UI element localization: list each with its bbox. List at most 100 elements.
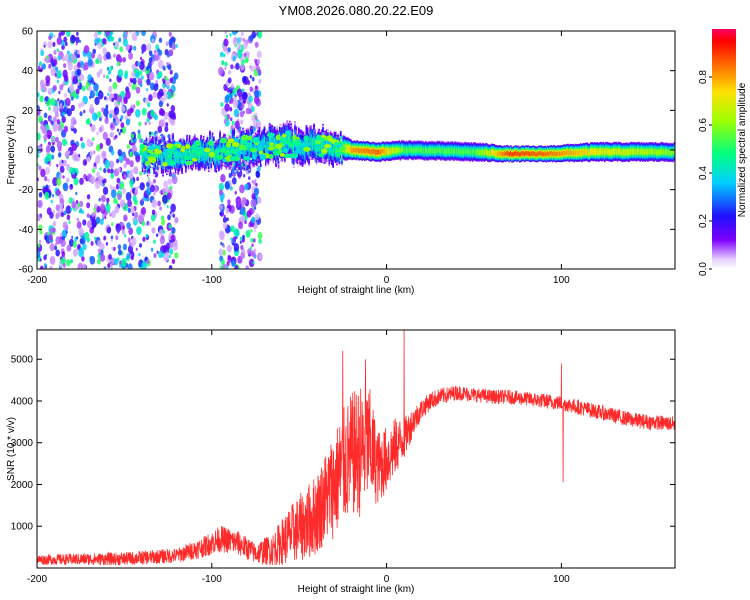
noise-cell (122, 56, 126, 63)
echo-cell (405, 147, 408, 153)
noise-cell (82, 219, 87, 226)
noise-cell (107, 263, 111, 269)
noise-cell (102, 179, 105, 184)
noise-cell (164, 76, 168, 81)
noise-cell (108, 253, 112, 260)
noise-cell (38, 239, 42, 244)
noise-cell (229, 93, 233, 99)
echo-cell (474, 149, 477, 154)
noise-cell (106, 66, 110, 71)
noise-cell (44, 158, 48, 165)
noise-cell (56, 36, 62, 46)
echo-cell (305, 138, 308, 148)
echo-cell (548, 152, 550, 157)
noise-cell (49, 227, 54, 234)
noise-cell (135, 100, 140, 107)
echo-cell (527, 151, 530, 156)
noise-cell (77, 82, 80, 86)
noise-cell (225, 207, 230, 214)
echo-cell (616, 149, 619, 155)
noise-cell (134, 68, 138, 74)
noise-cell (54, 111, 59, 118)
echo-cell (286, 134, 289, 144)
echo-cell (579, 150, 582, 155)
noise-cell (167, 214, 171, 221)
echo-cell (162, 156, 164, 165)
noise-cell (79, 111, 83, 117)
noise-cell (163, 180, 168, 188)
noise-cell (223, 214, 226, 218)
noise-cell (218, 182, 225, 192)
echo-cell (212, 146, 215, 155)
echo-cell (268, 137, 271, 147)
echo-cell (333, 142, 336, 151)
noise-cell (231, 260, 236, 267)
noise-cell (222, 45, 227, 52)
noise-cell (138, 121, 142, 127)
noise-cell (62, 221, 68, 230)
noise-cell (118, 37, 122, 43)
noise-cell (233, 65, 236, 70)
echo-cell (423, 148, 426, 154)
noise-cell (64, 92, 68, 98)
noise-cell (42, 186, 47, 194)
noise-cell (102, 74, 106, 79)
noise-cell (74, 48, 77, 53)
noise-cell (256, 196, 262, 204)
noise-cell (220, 259, 225, 266)
noise-cell (126, 108, 132, 117)
noise-cell (229, 106, 233, 112)
noise-cell (234, 265, 239, 269)
echo-cell (348, 146, 351, 152)
echo-cell (603, 150, 606, 156)
noise-cell (93, 31, 99, 39)
noise-cell (105, 242, 109, 246)
noise-cell (148, 221, 151, 227)
echo-cell (385, 148, 388, 154)
noise-cell (233, 88, 237, 94)
noise-cell (86, 118, 91, 126)
echo-cell (526, 151, 529, 156)
noise-cell (45, 166, 50, 175)
echo-cell (414, 148, 417, 153)
noise-cell (71, 152, 78, 161)
noise-cell (129, 206, 135, 214)
noise-cell (48, 184, 51, 189)
echo-cell (271, 137, 274, 147)
echo-cell (451, 148, 454, 153)
noise-cell (124, 31, 129, 36)
noise-cell (122, 187, 127, 195)
noise-cell (80, 101, 85, 107)
noise-cell (234, 190, 237, 195)
noise-cell (97, 42, 102, 50)
noise-cell (144, 121, 147, 126)
noise-cell (77, 53, 80, 59)
noise-cell (162, 229, 165, 234)
noise-cell (148, 131, 152, 135)
noise-cell (57, 98, 60, 102)
echo-cell (383, 148, 385, 154)
noise-cell (88, 152, 91, 156)
noise-cell (96, 154, 101, 161)
noise-cell (93, 81, 96, 85)
noise-cell (52, 221, 57, 227)
noise-cell (230, 64, 234, 70)
noise-cell (127, 263, 133, 269)
noise-cell (119, 46, 124, 53)
echo-cell (270, 137, 272, 147)
noise-cell (253, 229, 256, 233)
noise-cell (244, 56, 249, 64)
noise-cell (224, 31, 228, 35)
noise-cell (158, 190, 161, 194)
noise-cell (150, 184, 155, 193)
echo-cell (612, 149, 615, 154)
noise-cell (156, 233, 159, 237)
echo-cell (355, 148, 357, 154)
noise-cell (82, 243, 87, 251)
noise-cell (170, 203, 176, 213)
noise-cell (49, 117, 52, 121)
echo-cell (600, 148, 602, 154)
echo-cell (400, 147, 403, 153)
noise-cell (70, 34, 76, 44)
echo-cell (550, 151, 553, 156)
